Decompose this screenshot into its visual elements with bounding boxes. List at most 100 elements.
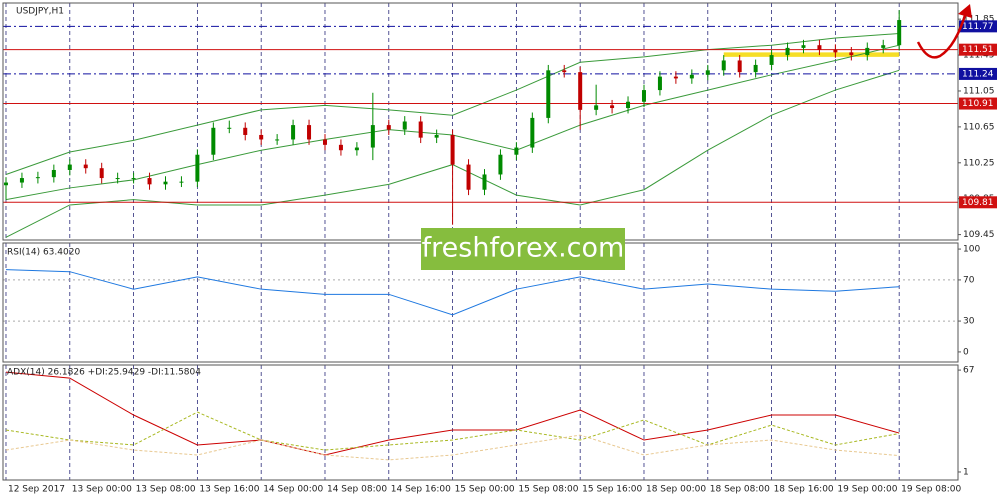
y-tick-label: 109.45 bbox=[963, 230, 995, 240]
plot-layer: 12 Sep 2017 13 Sep 00:00 13 Sep 08:00 13 Se… bbox=[3, 3, 997, 495]
price-level-box bbox=[959, 97, 997, 110]
watermark: freshforex.com bbox=[421, 228, 625, 270]
candle-body bbox=[673, 76, 678, 79]
candle-body bbox=[402, 121, 407, 130]
candle-body bbox=[450, 134, 455, 165]
x-tick-label: 18 Sep 00:00 bbox=[646, 485, 706, 495]
price-level-label: 111.77 bbox=[962, 22, 994, 32]
x-tick-label: 18 Sep 16:00 bbox=[774, 485, 834, 495]
candle-body bbox=[227, 127, 232, 129]
y-tick-label: 67 bbox=[963, 366, 974, 376]
candle-body bbox=[482, 174, 487, 190]
candle-body bbox=[19, 178, 24, 183]
price-level-label: 111.51 bbox=[962, 45, 994, 55]
candle-body bbox=[307, 125, 312, 140]
price-level-box bbox=[959, 20, 997, 33]
candle-body bbox=[179, 181, 184, 183]
candle-body bbox=[67, 164, 72, 170]
watermark-box bbox=[421, 228, 625, 270]
candle-body bbox=[562, 70, 567, 73]
candle-body bbox=[338, 144, 343, 151]
price-title: USDJPY,H1 bbox=[16, 7, 64, 17]
adx-title: ADX(14) 26.1826 +DI:25.9429 -DI:11.5804 bbox=[7, 368, 201, 378]
candle-body bbox=[163, 181, 168, 185]
candle-body bbox=[275, 139, 280, 141]
annotation-arrowhead bbox=[958, 4, 972, 18]
candle-body bbox=[259, 134, 264, 140]
y-tick-label: 110.65 bbox=[963, 122, 995, 132]
x-tick-label: 14 Sep 08:00 bbox=[327, 485, 387, 495]
indicator-line bbox=[5, 269, 900, 316]
candle-body bbox=[881, 45, 886, 48]
x-tick-label: 13 Sep 00:00 bbox=[72, 485, 132, 495]
candle-body bbox=[3, 182, 8, 186]
candle-body bbox=[769, 55, 774, 65]
candle-body bbox=[99, 168, 104, 179]
candle-body bbox=[386, 125, 391, 130]
x-tick-label: 18 Sep 08:00 bbox=[710, 485, 770, 495]
candle-body bbox=[594, 105, 599, 110]
y-tick-label: 1 bbox=[963, 467, 969, 477]
candle-body bbox=[354, 147, 359, 151]
watermark-text: freshforex.com bbox=[422, 233, 625, 264]
candle-body bbox=[434, 134, 439, 138]
candle-body bbox=[51, 169, 56, 178]
x-tick-label: 13 Sep 08:00 bbox=[136, 485, 196, 495]
y-tick-label: 100 bbox=[963, 245, 980, 255]
y-tick-label: 30 bbox=[963, 317, 975, 327]
bollinger-band bbox=[5, 33, 900, 175]
candle-body bbox=[115, 178, 120, 180]
x-tick-label: 19 Sep 08:00 bbox=[901, 485, 961, 495]
x-tick-label: 12 Sep 2017 bbox=[8, 485, 65, 495]
candle-body bbox=[705, 70, 710, 75]
candle-body bbox=[626, 101, 631, 109]
candle-body bbox=[514, 147, 519, 155]
x-tick-label: 19 Sep 00:00 bbox=[837, 485, 897, 495]
candle-body bbox=[689, 74, 694, 79]
candle-body bbox=[195, 154, 200, 182]
price-level-label: 109.81 bbox=[962, 198, 994, 208]
price-level-label: 110.91 bbox=[962, 99, 994, 109]
candle-body bbox=[721, 60, 726, 71]
candle-body bbox=[291, 125, 296, 140]
candle-body bbox=[370, 125, 375, 148]
y-tick-label: 111.85 bbox=[963, 15, 995, 25]
price-level-box bbox=[959, 196, 997, 209]
candle-body bbox=[466, 164, 471, 190]
candle-body bbox=[657, 76, 662, 91]
candle-body bbox=[897, 20, 902, 46]
candle-body bbox=[801, 45, 806, 48]
y-tick-label: 0 bbox=[963, 347, 969, 357]
x-tick-label: 15 Sep 16:00 bbox=[582, 485, 642, 495]
adx-panel-frame bbox=[2, 364, 959, 481]
candle-body bbox=[35, 177, 40, 179]
indicator-line bbox=[5, 371, 900, 456]
rsi-title: RSI(14) 63.4020 bbox=[7, 248, 80, 258]
x-tick-label: 13 Sep 16:00 bbox=[199, 485, 259, 495]
candle-body bbox=[498, 154, 503, 175]
candle-body bbox=[131, 178, 136, 180]
candle-body bbox=[753, 64, 758, 73]
candle-body bbox=[418, 121, 423, 138]
indicator-line bbox=[5, 434, 900, 461]
candle-body bbox=[83, 164, 88, 169]
candle-body bbox=[833, 49, 838, 53]
y-tick-label: 70 bbox=[963, 275, 975, 285]
price-level-box bbox=[959, 67, 997, 80]
candle-body bbox=[578, 72, 583, 110]
candle-body bbox=[147, 178, 152, 185]
candle-body bbox=[817, 45, 822, 50]
x-tick-label: 15 Sep 08:00 bbox=[518, 485, 578, 495]
candle-body bbox=[243, 127, 248, 135]
candle-body bbox=[546, 70, 551, 118]
candle-body bbox=[322, 139, 327, 145]
candle-body bbox=[785, 47, 790, 56]
candle-body bbox=[641, 90, 646, 102]
indicator-line bbox=[5, 411, 900, 451]
x-tick-label: 14 Sep 00:00 bbox=[263, 485, 323, 495]
y-tick-label: 111.05 bbox=[963, 86, 995, 96]
annotation-arrow bbox=[916, 11, 968, 59]
price-level-label: 111.24 bbox=[962, 69, 994, 79]
candle-body bbox=[530, 117, 535, 148]
